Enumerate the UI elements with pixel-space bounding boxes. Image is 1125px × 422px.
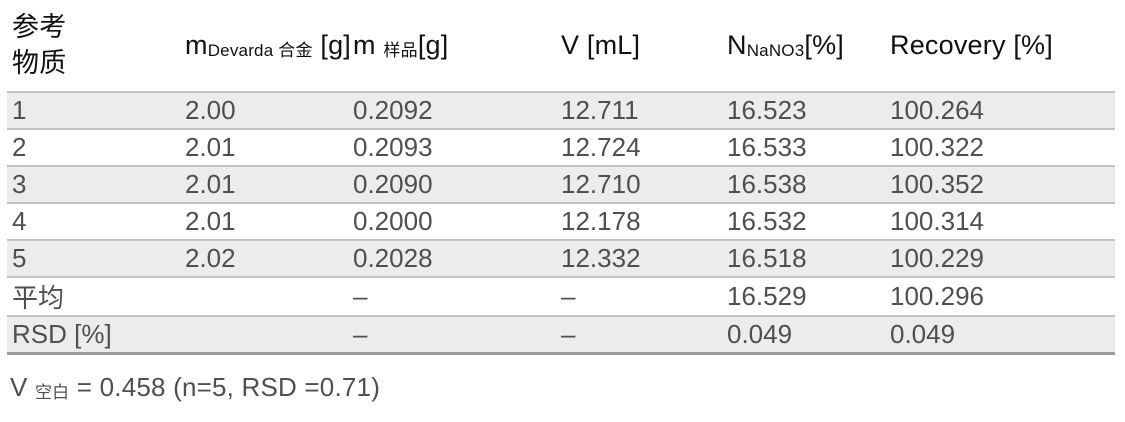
table-cell: 100.264 <box>890 91 1115 130</box>
table-cell: 12.710 <box>561 165 727 204</box>
table-cell: 100.314 <box>890 206 984 236</box>
header-row: 参考 物质 mDevarda 合金 [g] m 样品[g] V [mL] NNa… <box>7 0 1115 92</box>
table-cell: 2.00 <box>185 91 353 130</box>
header-unit: [g] <box>417 30 449 60</box>
table-cell: 100.229 <box>890 239 1115 278</box>
table-cell <box>185 315 353 355</box>
table-cell: 平均 <box>12 283 65 313</box>
table-cell: 12.724 <box>561 132 641 162</box>
table-cell: – <box>353 315 561 355</box>
table-cell: – <box>561 315 727 355</box>
table-cell: – <box>353 281 368 311</box>
table-cell: 2 <box>12 132 27 162</box>
table-cell: 2.01 <box>185 206 236 236</box>
table-cell: RSD [%] <box>7 315 185 355</box>
col-header-m-sample: m 样品[g] <box>353 0 561 92</box>
table-header: 参考 物质 mDevarda 合金 [g] m 样品[g] V [mL] NNa… <box>7 0 1115 92</box>
note-value: = 0.458 (n=5, RSD =0.71) <box>69 372 381 402</box>
header-subscript: NaNO3 <box>746 41 805 61</box>
table-row: 2 2.01 0.2093 12.724 16.533 100.322 <box>7 129 1115 166</box>
table-cell: 2.02 <box>185 239 353 278</box>
table-cell: 16.523 <box>727 91 890 130</box>
table-cell: 100.296 <box>890 281 984 311</box>
blank-volume-note: V 空白 = 0.458 (n=5, RSD =0.71) <box>10 372 380 403</box>
table-cell: 16.533 <box>727 132 807 162</box>
table-row: 3 2.01 0.2090 12.710 16.538 100.352 <box>7 165 1115 204</box>
header-unit: [g] <box>312 30 352 60</box>
table-cell: 0.2028 <box>353 239 561 278</box>
col-header-n-nano3: NNaNO3[%] <box>727 0 890 92</box>
table-cell <box>185 277 353 316</box>
table-cell: 16.529 <box>727 281 807 311</box>
header-main: N <box>727 30 747 60</box>
col-header-volume: V [mL] <box>561 0 727 92</box>
table-row: 平均 – – 16.529 100.296 <box>7 277 1115 316</box>
header-subscript: Devarda 合金 <box>207 41 313 61</box>
table-cell: 2.01 <box>185 165 353 204</box>
table-body: 1 2.00 0.2092 12.711 16.523 100.264 2 2.01 0.209… <box>7 91 1115 355</box>
table-cell: 1 <box>7 91 185 130</box>
table-cell: 2.01 <box>185 132 236 162</box>
col-header-recovery: Recovery [%] <box>890 0 1115 92</box>
table-cell: 0.2000 <box>353 206 433 236</box>
header-line: 参考 <box>12 12 67 43</box>
col-header-m-devarda-alloy: mDevarda 合金 [g] <box>185 0 353 92</box>
table-cell: 16.518 <box>727 239 890 278</box>
table-cell: 100.322 <box>890 132 984 162</box>
table-row: 4 2.01 0.2000 12.178 16.532 100.314 <box>7 203 1115 240</box>
recovery-results-table: 参考 物质 mDevarda 合金 [g] m 样品[g] V [mL] NNa… <box>7 0 1115 355</box>
table-cell: 4 <box>12 206 27 236</box>
table-cell: 12.332 <box>561 239 727 278</box>
table-row: RSD [%] – –0.049 0.049 <box>7 315 1115 355</box>
table-cell: 0.2093 <box>353 132 433 162</box>
table-cell: 5 <box>7 239 185 278</box>
table-cell: 0.2090 <box>353 165 561 204</box>
table-row: 5 2.02 0.2028 12.332 16.518 100.229 <box>7 239 1115 278</box>
header-main: m <box>353 30 384 60</box>
note-main: V <box>10 372 35 402</box>
table-cell: 0.049 <box>727 315 890 355</box>
note-subscript: 空白 <box>34 383 70 403</box>
header-main: V [mL] <box>561 30 641 60</box>
table-cell: 16.538 <box>727 165 890 204</box>
header-main: Recovery [%] <box>890 30 1053 60</box>
header-unit: [%] <box>804 30 845 60</box>
table-cell: 3 <box>7 165 185 204</box>
header-subscript: 样品 <box>383 41 418 61</box>
col-header-reference-material: 参考 物质 <box>7 0 185 92</box>
table-row: 1 2.00 0.2092 12.711 16.523 100.264 <box>7 91 1115 130</box>
table-cell: 16.532 <box>727 206 807 236</box>
table-cell: 0.2092 <box>353 91 561 130</box>
table-cell: 12.711 <box>561 91 727 130</box>
header-main: m <box>185 30 208 60</box>
table-cell: 12.178 <box>561 206 641 236</box>
table-cell: 0.049 <box>890 315 1115 355</box>
table-cell: – <box>561 281 576 311</box>
header-line: 物质 <box>12 47 67 78</box>
table-cell: 100.352 <box>890 165 1115 204</box>
